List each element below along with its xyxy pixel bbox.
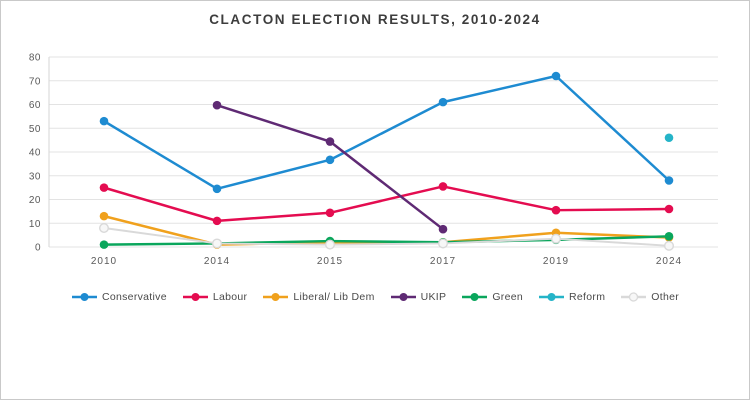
legend-marker-icon — [539, 293, 565, 301]
point-other-2010 — [98, 222, 109, 233]
point-labour-2019 — [551, 205, 561, 215]
legend-item-reform: Reform — [538, 291, 605, 303]
y-tick-label-60: 60 — [29, 100, 41, 111]
point-green-2010 — [99, 240, 109, 249]
x-tick-label-2015: 2015 — [317, 256, 343, 267]
point-other-2014 — [211, 238, 222, 249]
point-conservative-2014 — [212, 184, 222, 194]
chart-title: CLACTON ELECTION RESULTS, 2010-2024 — [209, 12, 541, 27]
line-chart: 0 10 20 30 40 50 60 70 80 2010 2014 2015 2017 2019 202… — [29, 53, 718, 267]
point-labour-2014 — [212, 216, 222, 226]
point-labour-2024 — [664, 204, 674, 214]
point-liberal-lib-dem-2010 — [99, 211, 109, 221]
legend-item-ukip: UKIP — [390, 291, 447, 303]
legend-marker-icon — [621, 292, 647, 302]
point-conservative-2017 — [438, 97, 448, 107]
point-reform-2024 — [664, 133, 674, 143]
series-line-conservative — [102, 74, 671, 191]
x-tick-label-2017: 2017 — [430, 256, 456, 267]
y-tick-label-70: 70 — [29, 76, 41, 87]
legend-marker-icon — [462, 293, 488, 301]
y-tick-label-0: 0 — [35, 243, 41, 254]
y-tick-label-30: 30 — [29, 171, 41, 182]
legend-label: Reform — [569, 291, 606, 303]
point-conservative-2015 — [325, 155, 335, 165]
point-labour-2017 — [438, 182, 448, 191]
legend-label: UKIP — [420, 291, 447, 303]
legend-item-green: Green — [461, 291, 523, 303]
legend-item-liberal-lib-dem: Liberal/ Lib Dem — [262, 291, 374, 303]
point-conservative-2024 — [664, 176, 674, 185]
legend-label: Green — [492, 291, 524, 303]
x-tick-label-2010: 2010 — [91, 256, 117, 267]
x-tick-label-2019: 2019 — [543, 256, 569, 267]
legend: Conservative Labour Liberal/ Lib Dem UKIP Gr… — [1, 291, 749, 303]
series-ukip — [212, 100, 448, 234]
x-tick-label-2014: 2014 — [204, 256, 230, 267]
legend-label: Liberal/ Lib Dem — [293, 291, 375, 303]
y-tick-label-40: 40 — [29, 148, 41, 159]
point-ukip-2015 — [325, 137, 335, 146]
point-other-2017 — [438, 238, 449, 249]
legend-item-conservative: Conservative — [71, 291, 167, 303]
series-line-labour — [102, 185, 671, 223]
series-other — [98, 222, 675, 251]
point-ukip-2014 — [212, 100, 222, 110]
point-conservative-2010 — [99, 116, 109, 126]
point-other-2024 — [664, 240, 675, 251]
point-green-2024 — [664, 232, 674, 241]
series-line-other — [103, 227, 670, 247]
legend-marker-icon — [390, 293, 416, 301]
legend-label: Labour — [212, 291, 248, 303]
series-conservative — [99, 71, 674, 194]
y-tick-label-10: 10 — [29, 219, 41, 230]
point-other-2019 — [551, 233, 562, 244]
point-ukip-2017 — [438, 224, 448, 234]
legend-item-labour: Labour — [182, 291, 248, 303]
legend-item-other: Other — [620, 291, 679, 303]
series-reform — [664, 133, 674, 143]
point-conservative-2019 — [551, 71, 561, 81]
point-labour-2010 — [99, 183, 109, 192]
y-tick-label-80: 80 — [29, 53, 41, 64]
series-labour — [99, 182, 674, 226]
y-tick-label-20: 20 — [29, 195, 41, 206]
point-labour-2015 — [325, 208, 335, 218]
legend-label: Other — [651, 291, 680, 303]
x-tick-label-2024: 2024 — [656, 256, 682, 267]
legend-marker-icon — [71, 293, 97, 301]
y-tick-label-50: 50 — [29, 124, 41, 135]
legend-marker-icon — [182, 293, 208, 301]
legend-label: Conservative — [101, 291, 167, 303]
legend-marker-icon — [263, 293, 289, 301]
point-other-2015 — [325, 239, 336, 250]
